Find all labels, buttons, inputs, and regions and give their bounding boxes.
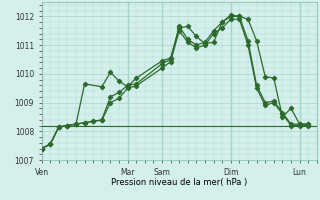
X-axis label: Pression niveau de la mer( hPa ): Pression niveau de la mer( hPa ) xyxy=(111,178,247,187)
